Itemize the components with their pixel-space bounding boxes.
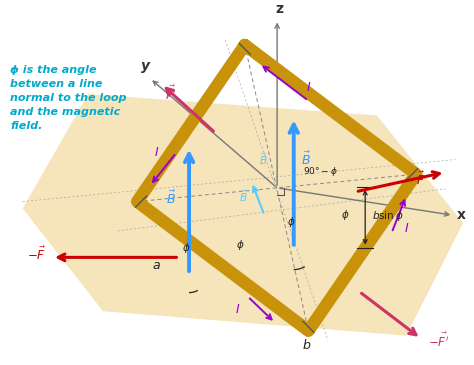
Text: $\phi$: $\phi$ [182, 241, 191, 254]
Text: $\vec{B}$: $\vec{B}$ [165, 190, 175, 207]
Text: ϕ is the angle
between a line
normal to the loop
and the magnetic
field.: ϕ is the angle between a line normal to … [10, 65, 127, 131]
Text: $\vec{B}$: $\vec{B}$ [259, 152, 267, 167]
Text: $\phi$: $\phi$ [341, 208, 350, 222]
Text: $\vec{F}$: $\vec{F}$ [416, 170, 425, 188]
Text: y: y [140, 59, 149, 73]
Text: $90°-\phi$: $90°-\phi$ [302, 165, 337, 178]
Text: z: z [275, 2, 283, 16]
Text: $b\sin\phi$: $b\sin\phi$ [372, 209, 404, 223]
Text: $\phi$: $\phi$ [236, 238, 244, 251]
Text: $\phi$: $\phi$ [287, 215, 295, 229]
Text: $I$: $I$ [235, 303, 240, 316]
Text: $a$: $a$ [152, 259, 161, 272]
Text: $I$: $I$ [404, 222, 410, 234]
Text: $-\vec{F}$: $-\vec{F}$ [27, 246, 46, 263]
Text: $I$: $I$ [155, 146, 160, 159]
Text: $\vec{B}$: $\vec{B}$ [239, 189, 248, 204]
Text: $\vec{F'}$: $\vec{F'}$ [164, 85, 176, 103]
Text: $I$: $I$ [307, 81, 312, 94]
Polygon shape [23, 94, 463, 336]
Text: x: x [457, 208, 466, 222]
Text: $\vec{B}$: $\vec{B}$ [301, 151, 310, 168]
Text: $b$: $b$ [302, 338, 311, 353]
Text: $-\vec{F'}$: $-\vec{F'}$ [428, 331, 449, 350]
